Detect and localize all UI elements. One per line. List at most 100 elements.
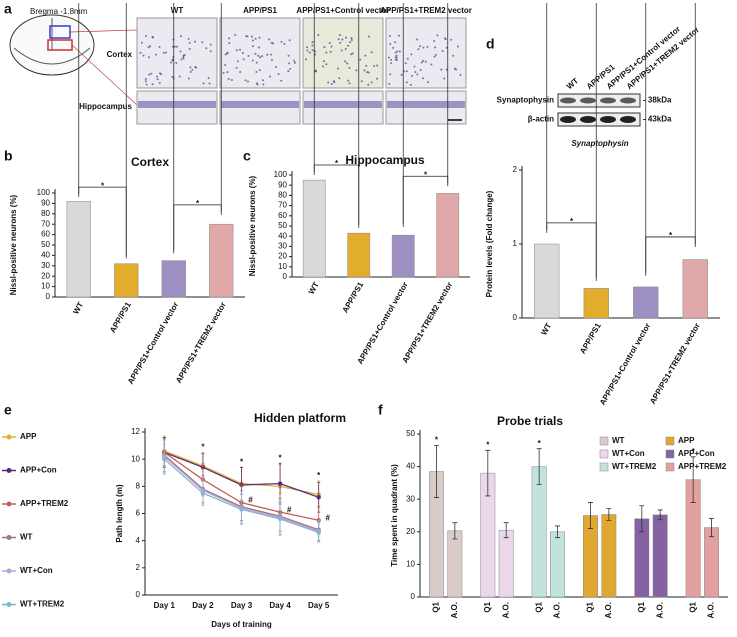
legend-marker xyxy=(6,501,12,507)
cell xyxy=(348,82,351,85)
y-tick-label: 1 xyxy=(513,239,518,248)
significance-bracket xyxy=(645,236,696,273)
annotation: * xyxy=(240,457,244,466)
significance-bracket xyxy=(546,222,597,278)
cell xyxy=(360,80,363,83)
y-tick-label: 0 xyxy=(283,272,288,281)
cell xyxy=(311,49,314,52)
cell xyxy=(287,54,290,57)
cell xyxy=(456,45,459,48)
legend-swatch xyxy=(665,436,675,446)
cell xyxy=(339,41,342,44)
cell xyxy=(182,57,185,60)
legend-label: WT+TREM2 xyxy=(612,462,657,471)
legend-marker xyxy=(6,535,12,540)
cell xyxy=(327,81,330,84)
cell xyxy=(270,53,273,56)
cell xyxy=(261,55,264,58)
bar xyxy=(633,286,659,319)
annotation: # xyxy=(325,513,330,522)
y-tick-label: 30 xyxy=(41,261,50,270)
cell-layer xyxy=(221,101,299,108)
point xyxy=(162,456,167,462)
annotation: * xyxy=(317,471,321,480)
cell-layer xyxy=(304,101,382,108)
cell xyxy=(139,51,142,54)
point xyxy=(316,530,321,535)
cell xyxy=(251,59,254,62)
bar xyxy=(161,260,186,298)
cell xyxy=(236,60,239,63)
x-tick-label: Day 5 xyxy=(308,601,330,610)
cell xyxy=(424,60,427,63)
band xyxy=(600,97,616,104)
y-tick-label: 50 xyxy=(406,429,415,438)
column-header: APP/PS1+TREM2 vector xyxy=(380,6,472,15)
cell xyxy=(392,46,395,49)
cell xyxy=(397,34,400,37)
error-bar xyxy=(639,505,645,533)
y-tick-label: 90 xyxy=(41,199,50,208)
error-bar xyxy=(452,522,458,540)
cell xyxy=(445,68,448,71)
cell xyxy=(338,77,341,80)
cell xyxy=(255,61,258,64)
legend-label: WT+TREM2 xyxy=(20,600,65,609)
cell xyxy=(396,50,399,53)
error-bar xyxy=(690,456,696,503)
cell xyxy=(359,58,362,61)
y-tick-label: 0 xyxy=(46,292,51,301)
cell xyxy=(322,65,325,68)
cell xyxy=(173,45,176,48)
column-header: APP/PS1 xyxy=(243,6,277,15)
y-tick-label: 12 xyxy=(131,427,140,436)
y-tick-label: 30 xyxy=(406,494,415,503)
cell xyxy=(422,77,425,80)
band xyxy=(560,116,576,123)
y-tick-label: 50 xyxy=(41,240,50,249)
y-tick-label: 10 xyxy=(131,454,140,463)
error-bar xyxy=(536,448,542,485)
significance-label: * xyxy=(424,170,428,179)
column-header: APP/PS1+Control vector xyxy=(296,6,389,15)
cell xyxy=(406,57,409,60)
cell xyxy=(151,83,154,86)
x-tick-label: Day 1 xyxy=(154,601,176,610)
cell xyxy=(234,34,237,37)
cell xyxy=(355,69,358,72)
cell xyxy=(417,48,420,51)
cell xyxy=(156,75,159,78)
cell xyxy=(293,59,296,62)
cell xyxy=(246,80,249,83)
panel-label: d xyxy=(486,36,495,52)
x-tick-label: APP/PS1+TREM2 vector xyxy=(174,301,228,385)
x-tick-label: Day 4 xyxy=(269,601,291,610)
cell xyxy=(363,69,366,72)
annotation: # xyxy=(248,496,253,505)
legend-swatch xyxy=(665,462,675,472)
y-tick-label: 70 xyxy=(278,201,287,210)
point xyxy=(200,490,206,496)
cell xyxy=(329,50,332,53)
cell xyxy=(398,50,401,53)
image xyxy=(219,17,301,89)
legend-label: APP xyxy=(678,436,695,445)
y-tick-label: 40 xyxy=(278,231,287,240)
cell xyxy=(187,37,190,40)
cell xyxy=(420,61,423,64)
cell xyxy=(422,46,425,49)
cell xyxy=(287,70,290,73)
cell xyxy=(459,73,462,76)
significance-label: * xyxy=(669,231,673,240)
cell xyxy=(254,37,257,40)
cell xyxy=(376,64,379,67)
x-tick-label: APP/PS1+TREM2 vector xyxy=(401,281,455,365)
y-tick-label: 80 xyxy=(278,191,287,200)
column-header: WT xyxy=(171,6,184,15)
y-axis-label: Time spent in quadrant (%) xyxy=(390,464,399,567)
y-tick-label: 2 xyxy=(136,563,141,572)
panel-label: b xyxy=(4,148,13,164)
cell xyxy=(224,53,227,56)
cell xyxy=(147,46,150,49)
cell xyxy=(205,47,208,50)
